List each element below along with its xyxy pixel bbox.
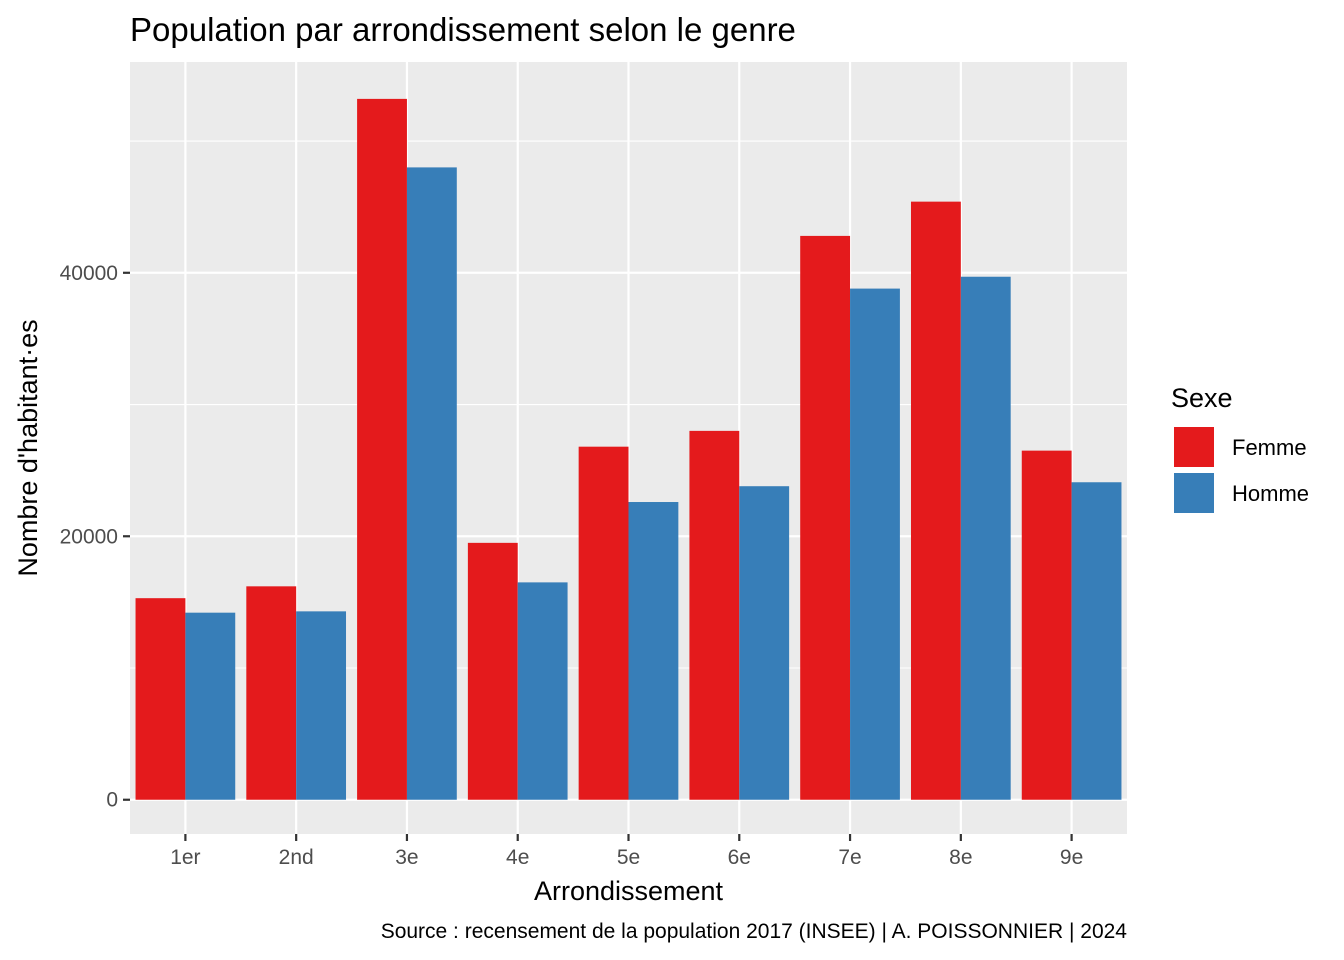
x-tick-label: 5e: [617, 846, 640, 869]
bar-homme-4e: [517, 582, 568, 800]
bar-homme-7e: [850, 288, 900, 800]
bar-femme-8e: [910, 201, 961, 800]
bar-femme-6e: [689, 430, 740, 800]
bar-femme-3e: [357, 98, 407, 800]
legend-title: Sexe: [1171, 383, 1233, 413]
x-tick-label: 8e: [949, 846, 972, 869]
x-axis: 1er 2nd 3e 4e 5e 6e 7e 8e 9e: [170, 834, 1083, 869]
bar-homme-1er: [185, 612, 236, 800]
legend-label-femme: Femme: [1232, 435, 1307, 460]
x-axis-title: Arrondissement: [534, 876, 724, 906]
legend-key-homme: [1172, 471, 1216, 515]
bar-femme-5e: [578, 446, 629, 800]
y-tick-label: 40000: [60, 262, 118, 285]
caption: Source : recensement de la population 20…: [381, 920, 1128, 943]
bar-femme-4e: [467, 542, 518, 800]
x-tick-label: 7e: [838, 846, 861, 869]
x-tick-label: 2nd: [279, 846, 314, 869]
bar-homme-8e: [960, 276, 1011, 800]
bar-homme-3e: [406, 167, 457, 800]
x-tick-label: 1er: [170, 846, 200, 869]
x-tick-label: 6e: [728, 846, 751, 869]
bar-femme-9e: [1021, 450, 1072, 800]
y-axis: 0 20000 40000: [60, 262, 130, 812]
x-tick-label: 9e: [1060, 846, 1083, 869]
bar-homme-5e: [628, 502, 679, 800]
bar-femme-2nd: [246, 586, 297, 800]
y-tick-label: 20000: [60, 525, 118, 548]
bar-femme-7e: [800, 235, 851, 800]
legend-key-femme: [1172, 425, 1216, 469]
y-axis-title: Nombre d'habitant·es: [13, 319, 43, 576]
bar-homme-6e: [739, 486, 790, 800]
x-tick-label: 4e: [506, 846, 529, 869]
legend-label-homme: Homme: [1232, 481, 1309, 506]
bar-femme-1er: [135, 598, 186, 800]
chart-title: Population par arrondissement selon le g…: [130, 11, 796, 48]
legend: Sexe Femme Homme: [1171, 383, 1309, 515]
y-tick-label: 0: [106, 789, 118, 812]
x-tick-label: 3e: [395, 846, 418, 869]
bars: [135, 98, 1122, 800]
bar-homme-9e: [1071, 482, 1122, 800]
bar-homme-2nd: [296, 611, 347, 800]
